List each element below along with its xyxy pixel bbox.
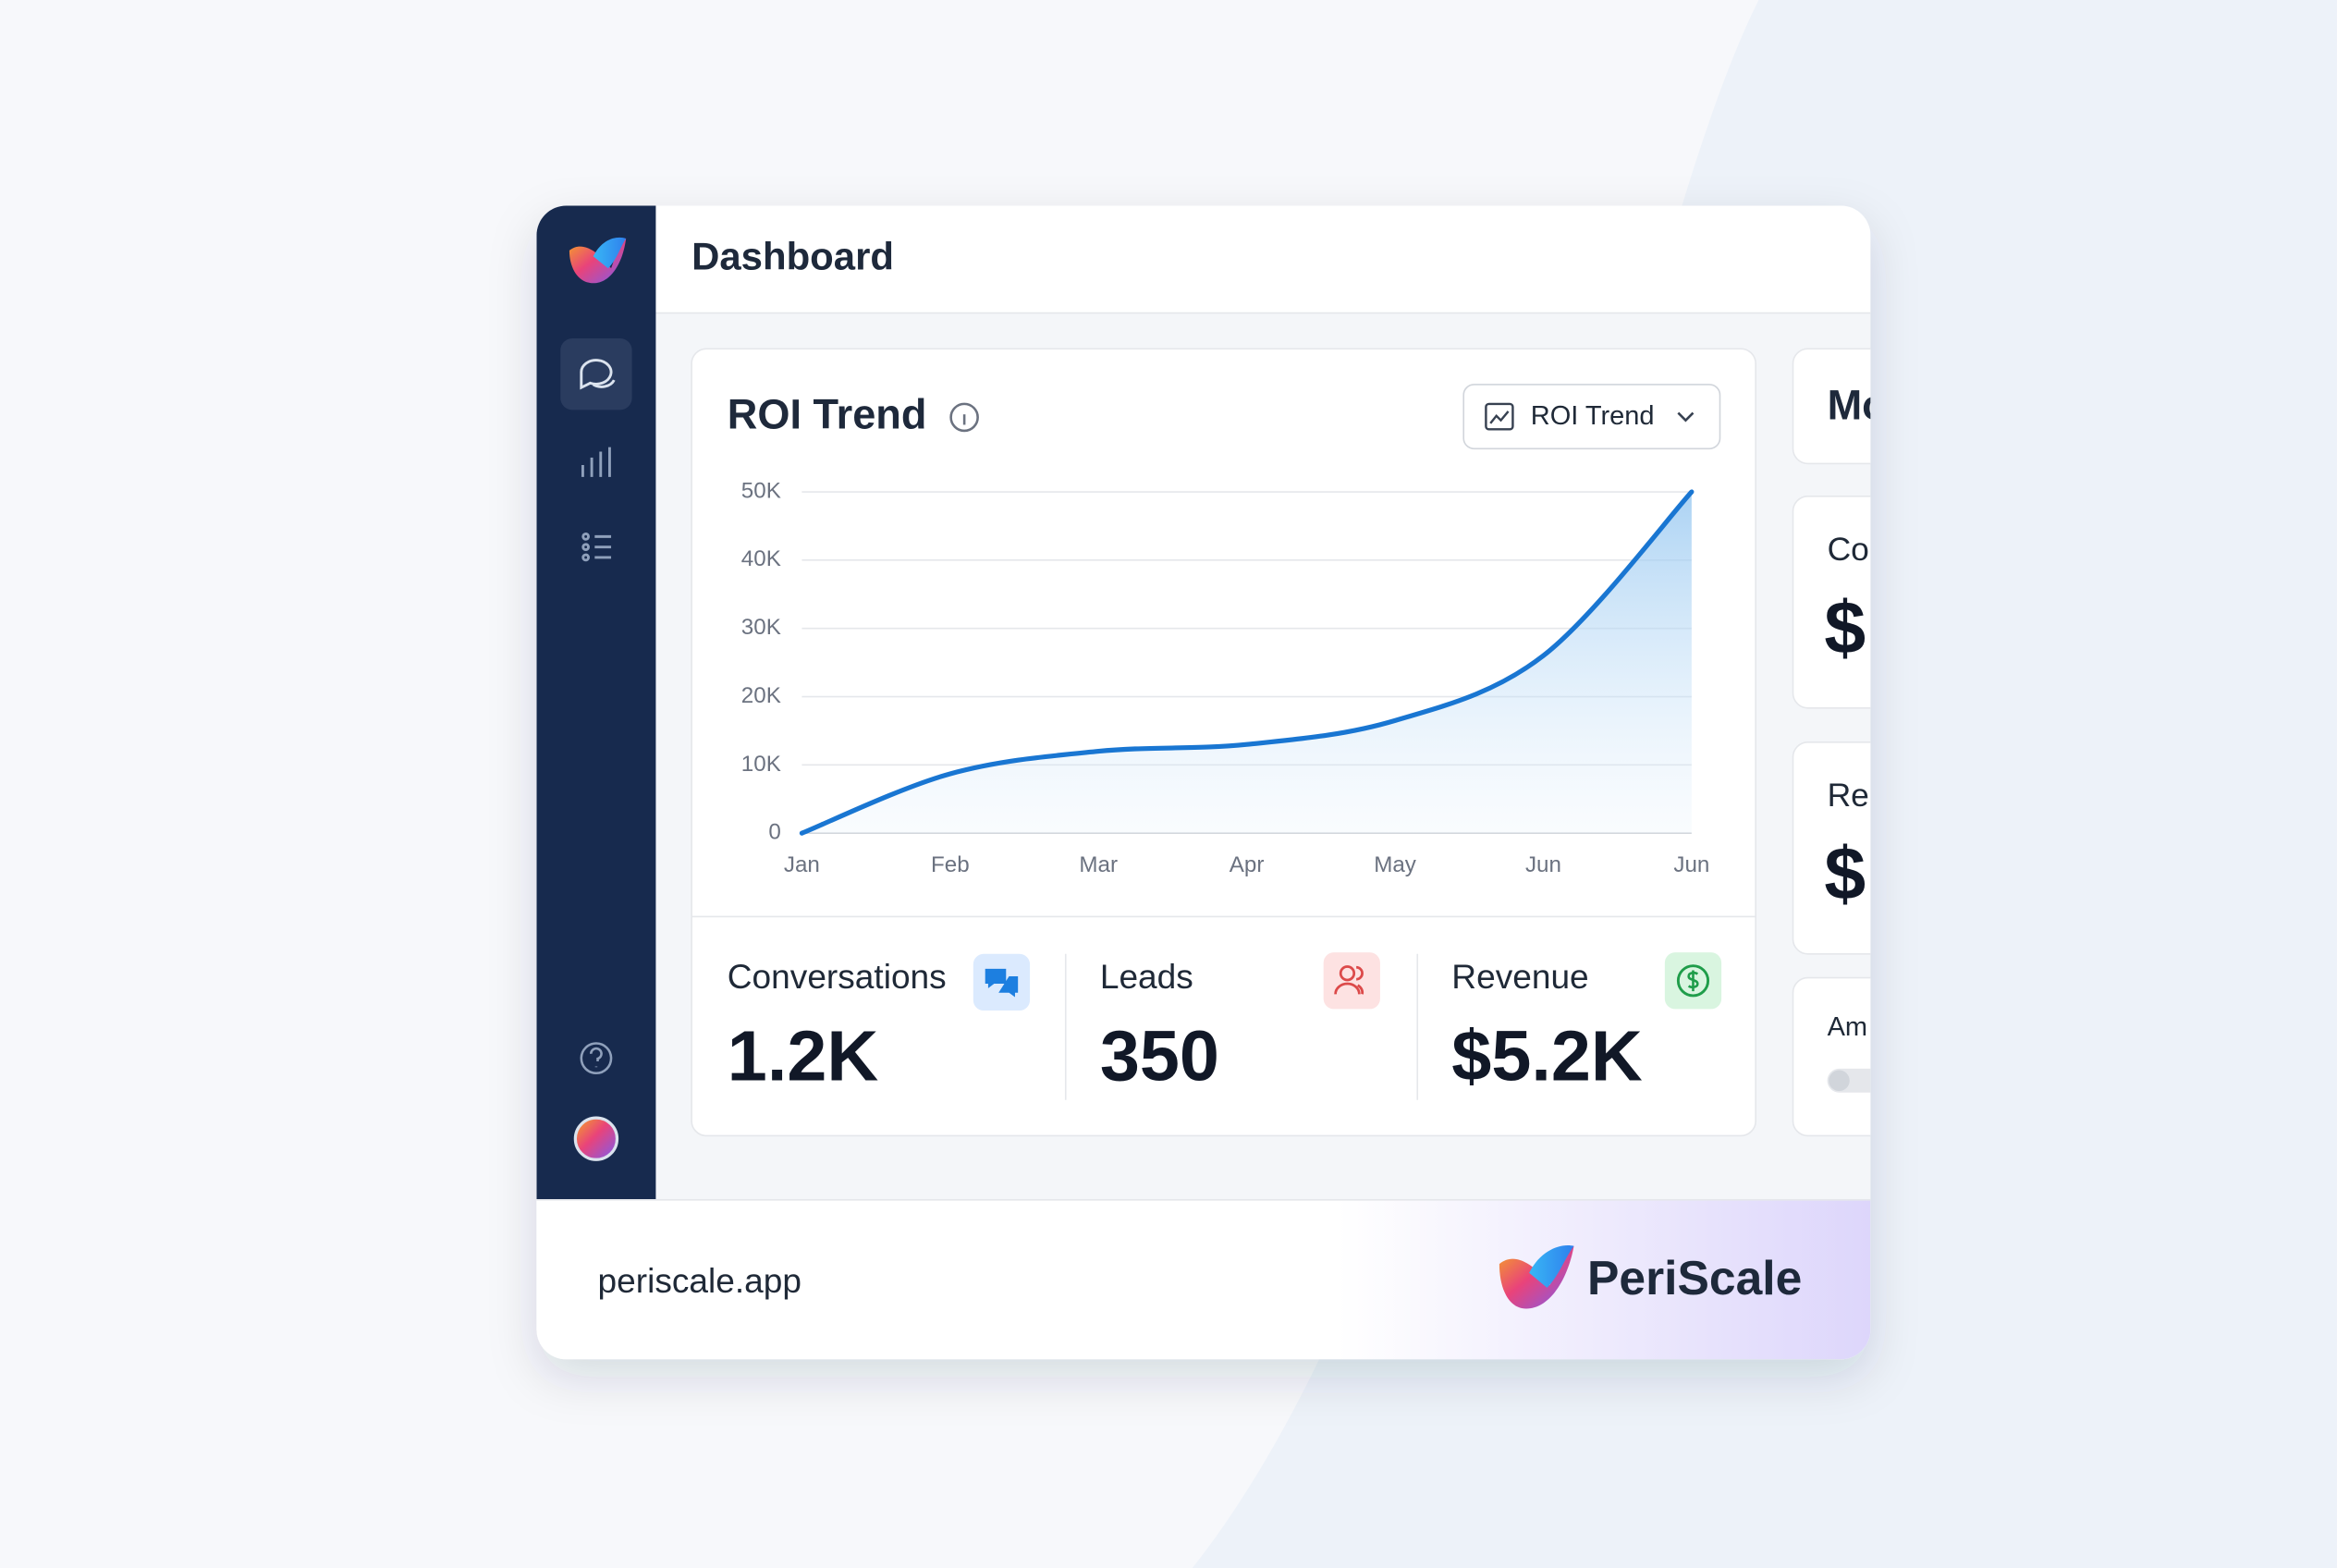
chat-icon <box>580 359 616 390</box>
chart-title: ROI Trend <box>728 390 927 437</box>
help-glyph <box>589 1047 603 1068</box>
x-tick-label: Jan <box>784 852 820 877</box>
chart-dropdown[interactable] <box>1462 384 1721 450</box>
stat-icon-glyph <box>1334 965 1364 995</box>
chart-card <box>691 348 1756 1137</box>
plot: 0 10K 20K 30K 40K 50K Jan Feb Mar Apr May Jun Jun <box>741 478 1710 877</box>
side-value: $ <box>1824 586 1866 669</box>
side-title: Mo <box>1828 382 1888 429</box>
footer-logo <box>1499 1245 1574 1309</box>
y-tick-label: 10K <box>741 752 781 777</box>
side-label: Am <box>1828 1012 1867 1042</box>
footer <box>536 1199 1871 1360</box>
info-icon[interactable] <box>949 402 979 433</box>
area <box>801 492 1692 834</box>
dropdown-icon <box>1485 402 1514 431</box>
x-tick-label: Apr <box>1230 852 1265 877</box>
stat-label: Conversations <box>728 957 947 996</box>
side-value: $ <box>1824 832 1866 915</box>
stat-label: Revenue <box>1451 957 1588 996</box>
y-tick-label: 0 <box>768 820 780 845</box>
x-tick-label: May <box>1374 852 1417 877</box>
dropdown-icon-line <box>1489 410 1510 424</box>
side-card <box>1792 976 1871 1137</box>
stat-icon-glyph <box>985 968 1019 998</box>
nav-chat[interactable] <box>560 337 632 410</box>
header-bar <box>655 205 1871 313</box>
x-tick-label: Jun <box>1525 852 1561 877</box>
side-card <box>1792 741 1871 955</box>
y-tick-label: 40K <box>741 546 781 571</box>
stat-label: Leads <box>1100 957 1193 996</box>
window-content: Dashboard ROI Trend ROI Trend 0 10K 20K 30K… <box>536 205 1888 1360</box>
x-tick-label: Mar <box>1079 852 1118 877</box>
line <box>799 489 1695 836</box>
stat-icon-glyph <box>1676 964 1710 998</box>
side-card <box>1792 496 1871 709</box>
stat-icon-glyph <box>1687 970 1699 992</box>
y-tick-label: 20K <box>741 683 781 708</box>
stat-value: 350 <box>1100 1016 1219 1096</box>
side-label: Co <box>1828 531 1869 568</box>
nav-stats[interactable] <box>581 447 611 477</box>
footer-brand: PeriScale <box>1587 1251 1802 1305</box>
stat-value: 1.2K <box>728 1016 879 1096</box>
stat-icon <box>1323 952 1380 1010</box>
y-tick-label: 50K <box>741 478 781 503</box>
footer-url: periscale.app <box>598 1261 801 1300</box>
page-title: Dashboard <box>691 235 894 278</box>
stat-value: $5.2K <box>1451 1016 1643 1096</box>
sidebar-logo <box>569 237 627 284</box>
x-tick-label: Feb <box>931 852 970 877</box>
nav-list[interactable] <box>581 533 612 562</box>
dropdown-label: ROI Trend <box>1531 401 1655 431</box>
dropdown-chevron <box>1677 411 1695 423</box>
side-label: Re <box>1828 777 1869 814</box>
y-tick-label: 30K <box>741 615 781 640</box>
avatar[interactable] <box>573 1116 619 1161</box>
side-toggle-knob <box>1829 1070 1850 1092</box>
help-icon[interactable] <box>580 1042 613 1075</box>
side-card <box>1792 348 1871 465</box>
x-tick-label: Jun <box>1673 852 1709 877</box>
